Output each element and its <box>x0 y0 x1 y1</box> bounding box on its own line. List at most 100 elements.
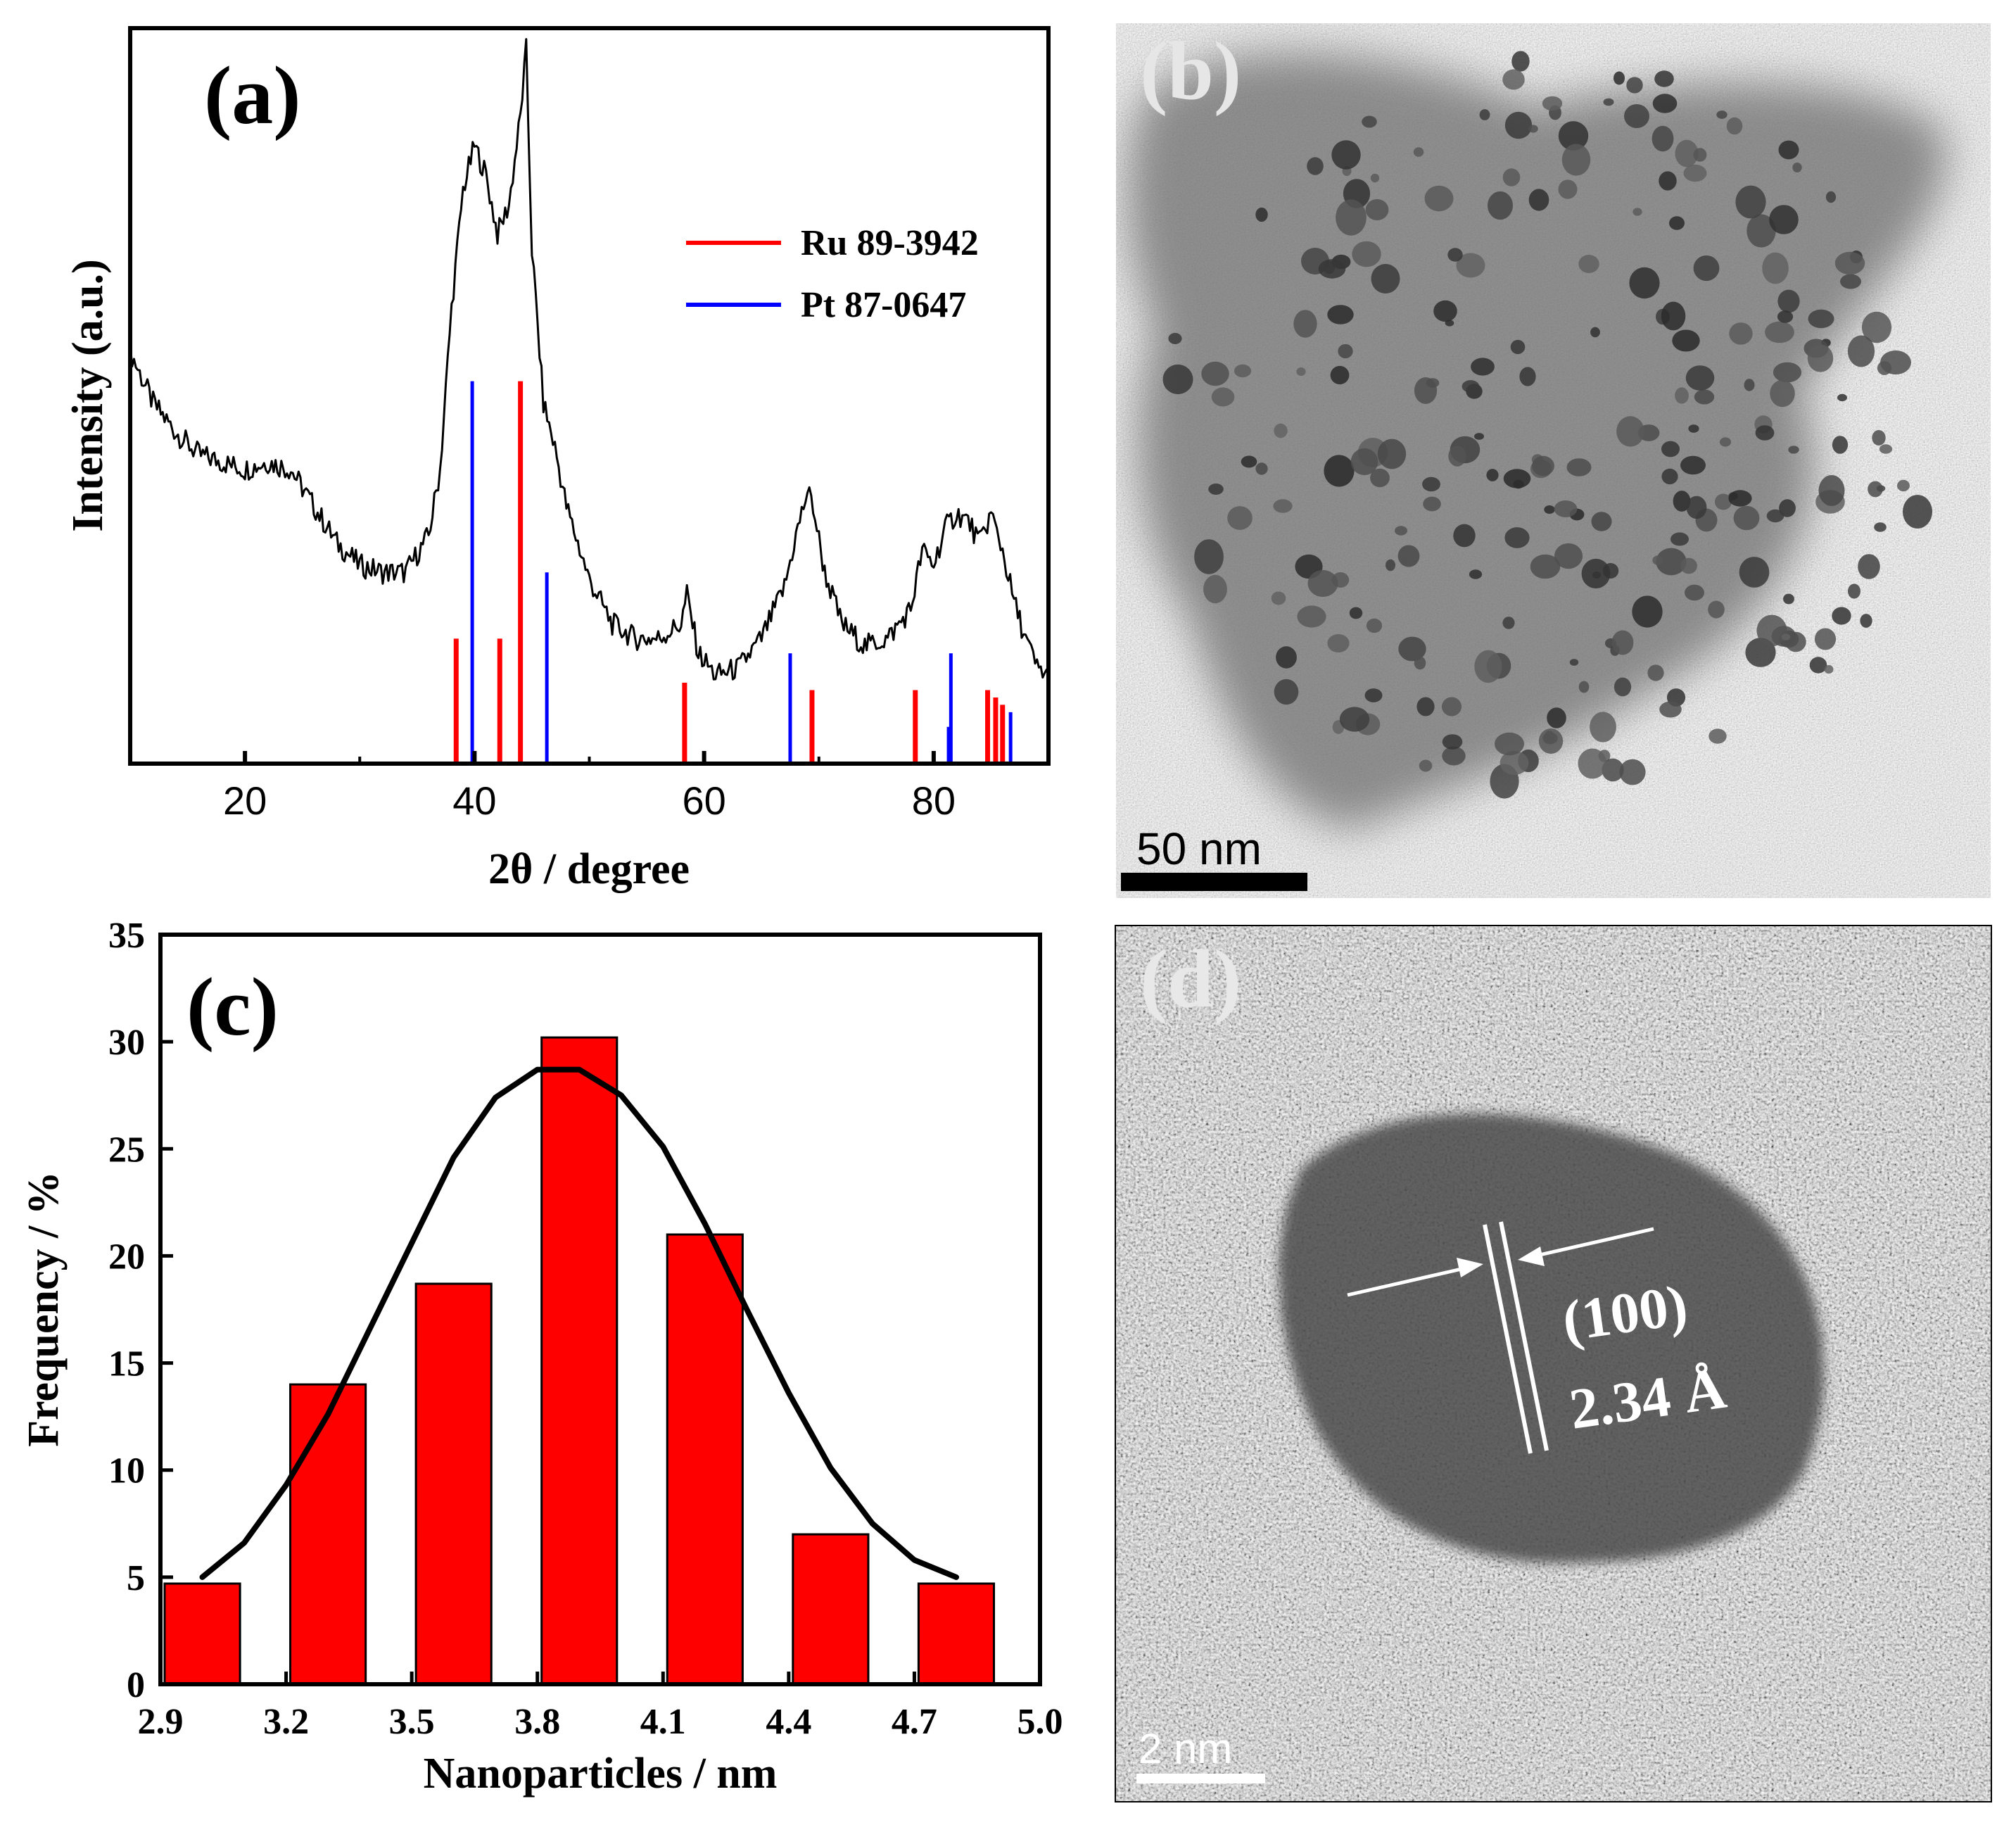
nanoparticle <box>1686 495 1707 519</box>
nanoparticle <box>1297 605 1326 628</box>
histogram-bar <box>289 1383 367 1686</box>
nanoparticle <box>1339 707 1370 732</box>
nanoparticle <box>1558 179 1578 199</box>
nanoparticle <box>1728 490 1752 507</box>
nanoparticle <box>1201 361 1229 386</box>
histogram-y-tick-label: 10 <box>108 1451 145 1491</box>
nanoparticle <box>1661 441 1680 457</box>
histogram-bar <box>540 1036 619 1686</box>
nanoparticle <box>1746 214 1776 248</box>
nanoparticle <box>1879 444 1893 454</box>
xrd-x-tick-label: 20 <box>223 778 267 823</box>
nanoparticle <box>1513 479 1524 489</box>
nanoparticle <box>1419 759 1433 772</box>
nanoparticle <box>1590 327 1600 338</box>
histogram-y-tick-label: 30 <box>108 1023 145 1063</box>
nanoparticle <box>1168 333 1182 344</box>
legend-ru-label: Ru 89-3942 <box>801 223 979 263</box>
nanoparticle <box>1398 636 1426 662</box>
nanoparticle <box>1547 707 1566 728</box>
tem-scale-bar <box>1121 873 1307 891</box>
lattice-spacing-annotation <box>1347 1221 1654 1454</box>
nanoparticle <box>1694 389 1715 405</box>
nanoparticle <box>1307 157 1324 175</box>
arrow-right-head <box>1518 1246 1545 1266</box>
nanoparticle <box>1626 77 1643 94</box>
histogram-plot-frame <box>158 933 1042 1686</box>
nanoparticle <box>1370 173 1380 183</box>
nanoparticle <box>1792 163 1802 172</box>
nanoparticle <box>1818 475 1845 506</box>
nanoparticle <box>1327 305 1354 324</box>
nanoparticle <box>1426 378 1440 388</box>
panel-b-label: (b) <box>1140 25 1241 117</box>
nanoparticle <box>1528 125 1538 133</box>
xrd-x-tick-label: 60 <box>682 778 725 823</box>
nanoparticle <box>1442 746 1466 766</box>
nanoparticle <box>1685 584 1704 601</box>
nanoparticle <box>1486 469 1499 481</box>
nanoparticle <box>1442 734 1463 750</box>
nanoparticle <box>1416 697 1435 716</box>
nanoparticle <box>1672 329 1700 352</box>
arrow-left-shaft <box>1347 1265 1471 1297</box>
nanoparticle <box>1227 506 1253 530</box>
nanoparticle <box>1733 505 1760 531</box>
nanoparticle <box>1566 458 1592 476</box>
nanoparticle <box>1744 379 1755 391</box>
nanoparticle <box>1779 499 1796 517</box>
nanoparticle <box>1777 289 1800 313</box>
nanoparticle <box>1773 362 1802 383</box>
nanoparticle <box>1590 712 1616 743</box>
nanoparticle <box>1659 701 1682 718</box>
nanoparticle <box>1824 664 1834 674</box>
nanoparticle <box>1414 656 1426 670</box>
nanoparticle <box>1809 657 1827 674</box>
nanoparticle <box>1708 728 1727 744</box>
nanoparticle <box>1441 697 1462 716</box>
nanoparticle <box>1447 248 1463 262</box>
panel-b-tem-image: (b) 50 nm <box>1115 22 1992 899</box>
nanoparticle <box>1765 321 1794 343</box>
nanoparticle <box>1858 554 1880 579</box>
nanoparticle <box>1554 543 1583 569</box>
nanoparticle <box>1719 437 1732 447</box>
tem-nanoparticles <box>1162 51 1932 799</box>
histogram-x-axis-label: Nanoparticles / nm <box>424 1750 778 1798</box>
nanoparticle <box>1503 469 1531 488</box>
nanoparticle <box>1578 681 1590 693</box>
nanoparticle <box>1603 98 1614 106</box>
histogram-y-tick-label: 15 <box>108 1344 145 1384</box>
histogram-bar <box>792 1533 870 1686</box>
nanoparticle <box>1327 634 1350 652</box>
nanoparticle <box>1647 664 1664 681</box>
nanoparticle <box>1602 758 1624 782</box>
nanoparticle <box>1834 251 1865 275</box>
xrd-legend: Ru 89-3942 Pt 87-0647 <box>686 223 979 325</box>
nanoparticle <box>1652 94 1678 113</box>
nanoparticle <box>1241 455 1257 468</box>
xrd-y-axis-label: Intensity (a.u.) <box>64 259 112 532</box>
nanoparticle <box>1558 121 1589 151</box>
nanoparticle <box>1569 659 1579 666</box>
xrd-x-ticks: 20 40 60 80 <box>129 751 1050 823</box>
histogram-y-tick-label: 25 <box>108 1130 145 1170</box>
nanoparticle <box>1778 140 1799 160</box>
nanoparticle <box>1673 491 1691 512</box>
nanoparticle <box>1832 436 1849 454</box>
nanoparticle <box>1488 191 1513 220</box>
nanoparticle <box>1413 147 1424 157</box>
nanoparticle <box>1422 476 1440 492</box>
nanoparticle <box>1680 455 1706 475</box>
nanoparticle <box>1276 646 1297 669</box>
histogram-x-tick-label: 2.9 <box>138 1702 184 1742</box>
histogram-x-tick-label: 5.0 <box>1017 1702 1063 1742</box>
nanoparticle <box>1656 548 1687 576</box>
arrow-right-shaft <box>1530 1227 1654 1259</box>
nanoparticle <box>1671 532 1689 546</box>
nanoparticle <box>1652 125 1674 152</box>
nanoparticle <box>1211 387 1235 407</box>
nanoparticle <box>1462 380 1480 393</box>
histogram-plot-area: 2.9 3.2 3.5 3.8 4.1 4.4 4.7 5.0 0 5 10 15 20 25 30 35 <box>108 916 1063 1742</box>
